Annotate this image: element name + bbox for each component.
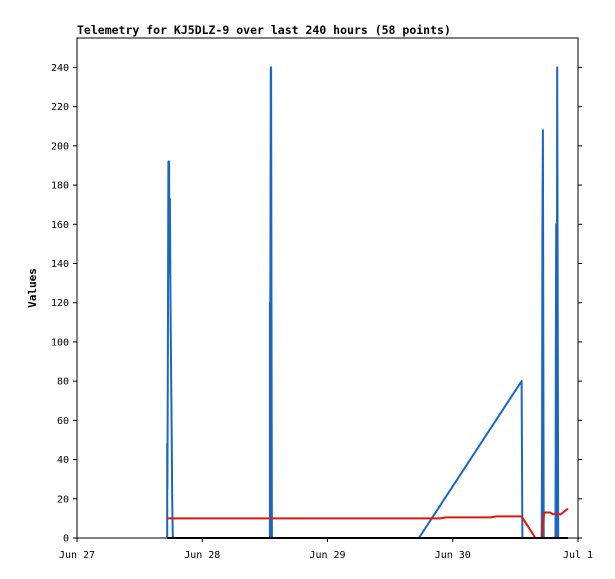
- x-tick-label: Jun 27: [59, 550, 95, 561]
- y-tick-label: 140: [51, 259, 69, 270]
- series-line-1: [167, 507, 569, 539]
- y-tick-label: 200: [51, 141, 69, 152]
- series-line-0: [166, 66, 568, 539]
- series-layer: [166, 66, 569, 539]
- y-axis-label: Values: [26, 268, 39, 308]
- chart-title: Telemetry for KJ5DLZ-9 over last 240 hou…: [77, 23, 451, 37]
- y-tick-label: 60: [57, 416, 69, 427]
- x-tick-label: Jun 30: [435, 550, 471, 561]
- y-tick-label: 80: [57, 377, 69, 388]
- y-axis-ticks: 0 20 40 60 80 100 120 140 160 180 200 220 240: [51, 63, 582, 545]
- y-tick-label: 220: [51, 102, 69, 113]
- y-tick-label: 180: [51, 181, 69, 192]
- x-tick-label: Jun 29: [309, 550, 345, 561]
- y-tick-label: 240: [51, 63, 69, 74]
- y-tick-label: 100: [51, 337, 69, 348]
- y-tick-label: 0: [63, 534, 69, 545]
- y-tick-label: 120: [51, 298, 69, 309]
- x-tick-label: Jul 1: [563, 550, 593, 561]
- y-tick-label: 40: [57, 455, 69, 466]
- x-axis-ticks: Jun 27 Jun 28 Jun 29 Jun 30 Jul 1: [59, 538, 593, 561]
- x-tick-label: Jun 28: [184, 550, 220, 561]
- y-tick-label: 160: [51, 220, 69, 231]
- y-tick-label: 20: [57, 494, 69, 505]
- plot-frame: [76, 37, 579, 539]
